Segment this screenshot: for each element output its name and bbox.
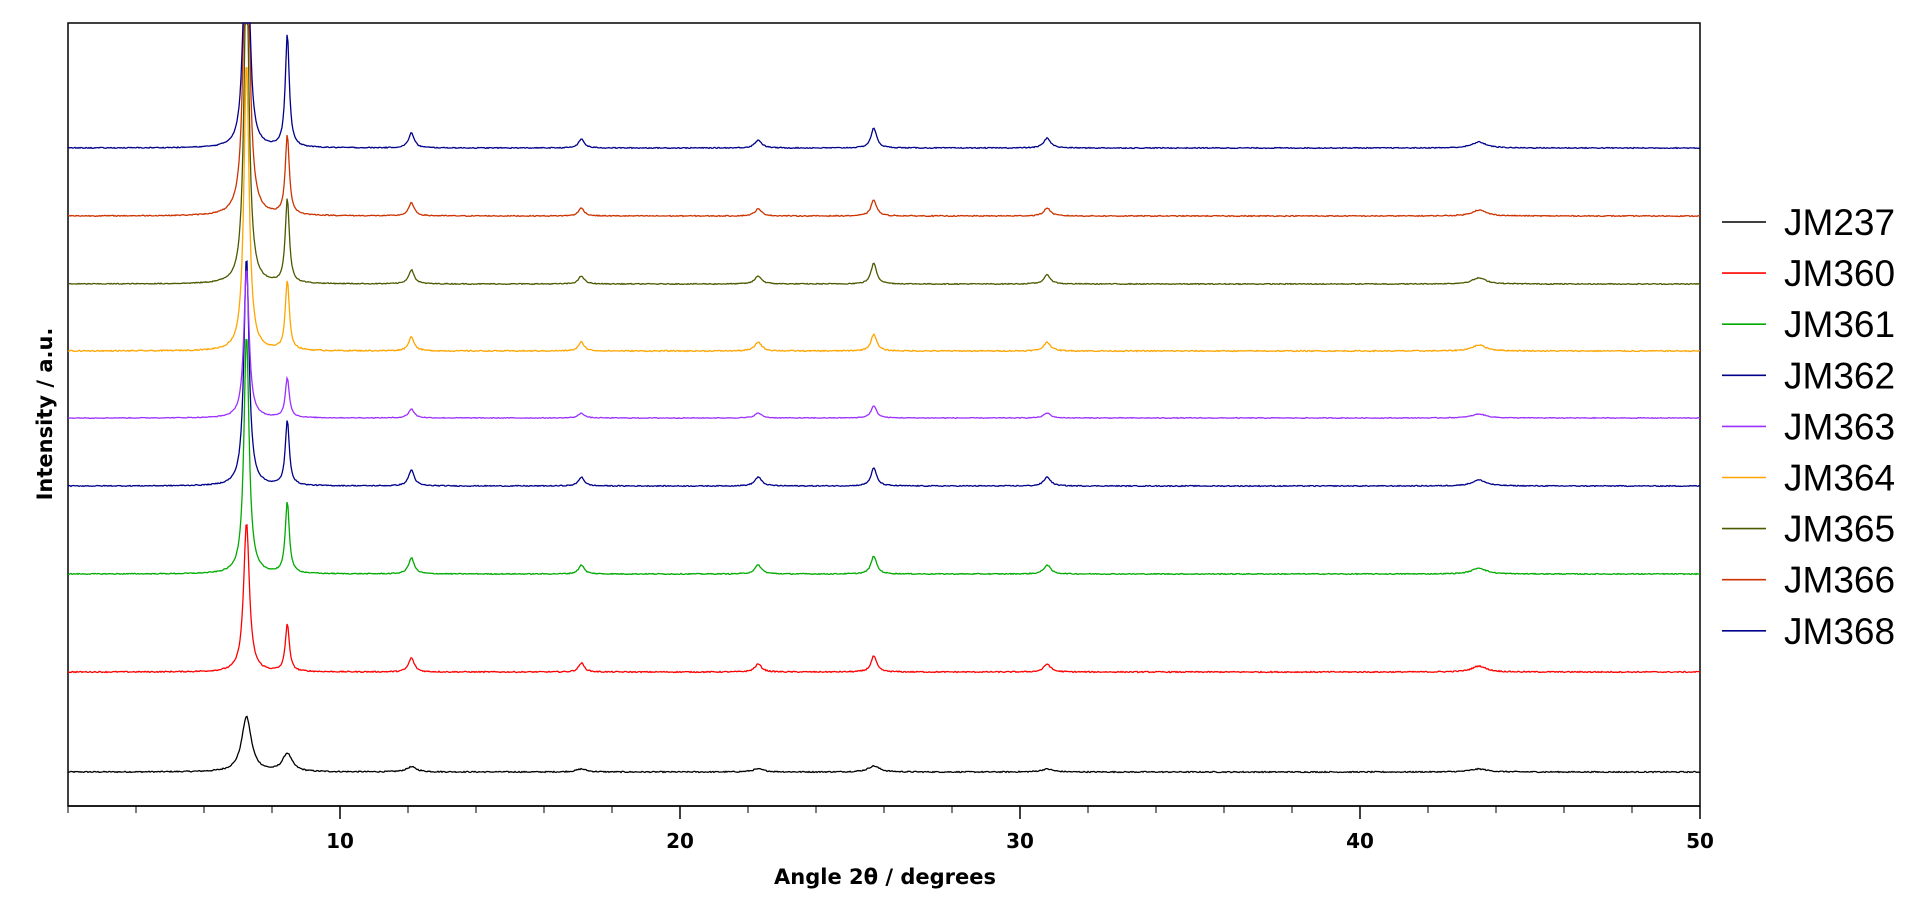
x-tick-label: 40 (1346, 829, 1374, 853)
x-axis: 10 20 30 40 50 (67, 805, 1714, 853)
series-line-jm368 (67, 22, 1701, 150)
x-tick-label: 50 (1686, 829, 1714, 853)
legend-label: JM363 (1784, 406, 1895, 447)
series-line-jm363 (67, 270, 1701, 420)
x-tick-label: 10 (326, 829, 354, 853)
legend-label: JM361 (1784, 304, 1895, 345)
plot-frame (67, 22, 1701, 807)
series-line-jm362 (67, 260, 1701, 488)
legend-label: JM360 (1784, 253, 1895, 294)
legend-label: JM237 (1784, 202, 1895, 243)
series-line-jm360 (67, 523, 1701, 674)
series-line-jm365 (67, 22, 1701, 286)
series-line-jm237 (67, 715, 1701, 774)
series-line-jm361 (67, 338, 1701, 576)
legend-label: JM368 (1784, 611, 1895, 652)
y-axis-label: Intensity / a.u. (33, 328, 57, 501)
series-layer (67, 22, 1701, 774)
x-axis-label: Angle 2θ / degrees (774, 865, 996, 889)
x-tick-label: 30 (1006, 829, 1034, 853)
legend-label: JM364 (1784, 458, 1895, 499)
legend: JM237 JM360 JM361 JM362 JM363 JM364 JM365 JM366… (1722, 202, 1895, 652)
series-line-jm364 (67, 67, 1701, 353)
legend-label: JM366 (1784, 560, 1895, 601)
legend-label: JM362 (1784, 355, 1895, 396)
series-line-jm366 (68, 22, 1701, 218)
x-tick-label: 20 (666, 829, 694, 853)
legend-label: JM365 (1784, 509, 1895, 550)
